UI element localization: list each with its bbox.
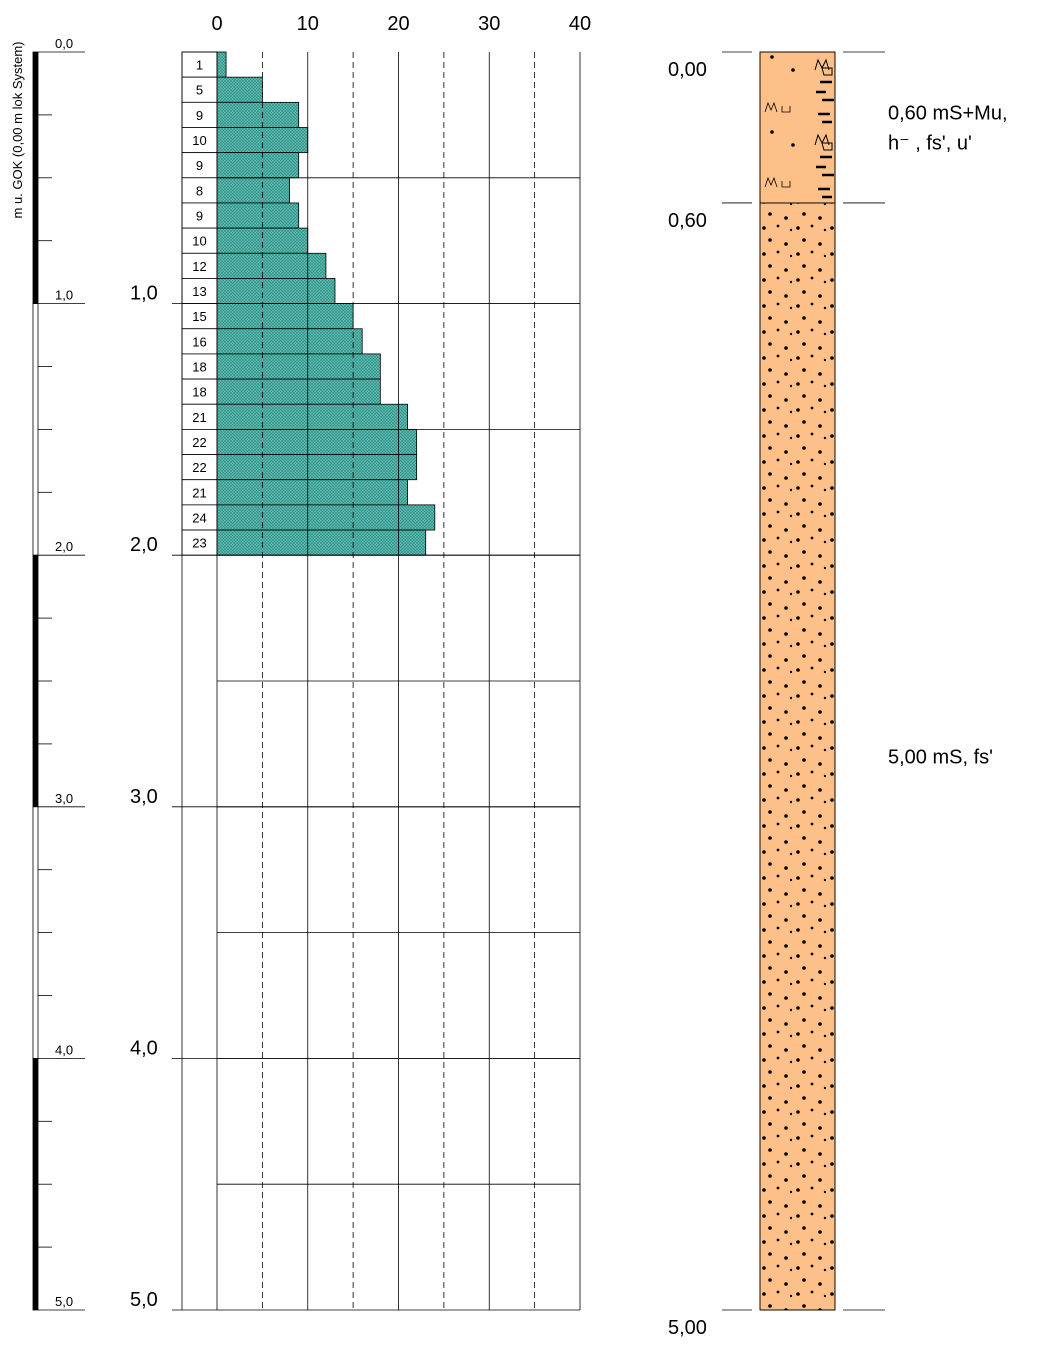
bar <box>217 429 417 454</box>
depth-scale-segment <box>33 807 38 1059</box>
depth-scale-segment <box>33 304 38 556</box>
count-label: 22 <box>192 460 206 475</box>
count-label: 5 <box>196 83 203 98</box>
count-label: 10 <box>192 133 206 148</box>
profile-tick-label: 0,60 <box>668 210 707 232</box>
count-label: 12 <box>192 259 206 274</box>
depth-scale-segment <box>33 52 38 304</box>
bar <box>217 354 380 379</box>
bar <box>217 455 417 480</box>
bar <box>217 178 290 203</box>
bar <box>217 203 299 228</box>
bar <box>217 505 435 530</box>
chart: m u. GOK (0,00 m lok System) 0,0 1,0 2,0 3,0… <box>0 0 1056 1345</box>
x-tick-label: 0 <box>211 13 222 35</box>
depth-scale-segment <box>33 1058 38 1310</box>
page: m u. GOK (0,00 m lok System) 0,0 1,0 2,0 3,0… <box>0 0 1056 1345</box>
bar <box>217 153 299 178</box>
depth-tick-label: 3,0 <box>55 791 73 806</box>
count-label: 9 <box>196 209 203 224</box>
y-tick-label: 2,0 <box>130 534 158 556</box>
depth-tick-label: 1,0 <box>55 288 73 303</box>
bar <box>217 304 353 329</box>
bar <box>217 77 262 102</box>
count-label: 9 <box>196 158 203 173</box>
count-label: 21 <box>192 485 206 500</box>
depth-scale-segment <box>33 555 38 807</box>
profile-tick-label: 0,00 <box>668 59 707 81</box>
count-label: 8 <box>196 183 203 198</box>
x-tick-label: 30 <box>478 13 500 35</box>
count-label: 9 <box>196 108 203 123</box>
layer-description: h⁻ , fs', u' <box>888 132 972 154</box>
depth-axis-title: m u. GOK (0,00 m lok System) <box>10 42 25 219</box>
bar <box>217 379 380 404</box>
bar <box>217 404 408 429</box>
layer-description: 5,00 mS, fs' <box>888 746 993 768</box>
soil-hatch <box>760 52 835 203</box>
count-label: 18 <box>192 385 206 400</box>
count-label: 24 <box>192 510 206 525</box>
depth-tick-label: 2,0 <box>55 539 73 554</box>
depth-tick-label: 4,0 <box>55 1042 73 1057</box>
bar <box>217 278 335 303</box>
count-label: 13 <box>192 284 206 299</box>
x-tick-label: 20 <box>387 13 409 35</box>
count-label: 18 <box>192 360 206 375</box>
soil-hatch <box>760 203 835 1310</box>
count-label: 1 <box>196 58 203 73</box>
count-label: 10 <box>192 234 206 249</box>
depth-tick-label: 0,0 <box>55 36 73 51</box>
bar <box>217 102 299 127</box>
bar <box>217 253 326 278</box>
count-label: 15 <box>192 309 206 324</box>
y-tick-label: 3,0 <box>130 786 158 808</box>
bar <box>217 52 226 77</box>
count-label: 16 <box>192 334 206 349</box>
count-label: 22 <box>192 435 206 450</box>
bar <box>217 228 308 253</box>
profile-tick-label: 5,00 <box>668 1317 707 1339</box>
x-tick-label: 40 <box>569 13 591 35</box>
y-tick-label: 4,0 <box>130 1037 158 1059</box>
bar <box>217 530 426 555</box>
depth-tick-label: 5,0 <box>55 1294 73 1309</box>
y-tick-label: 1,0 <box>130 283 158 305</box>
bar <box>217 480 408 505</box>
x-tick-label: 10 <box>297 13 319 35</box>
y-tick-label: 5,0 <box>130 1289 158 1311</box>
count-label: 23 <box>192 536 206 551</box>
bar <box>217 329 362 354</box>
bar <box>217 127 308 152</box>
layer-description: 0,60 mS+Mu, <box>888 102 1008 124</box>
count-label: 21 <box>192 410 206 425</box>
